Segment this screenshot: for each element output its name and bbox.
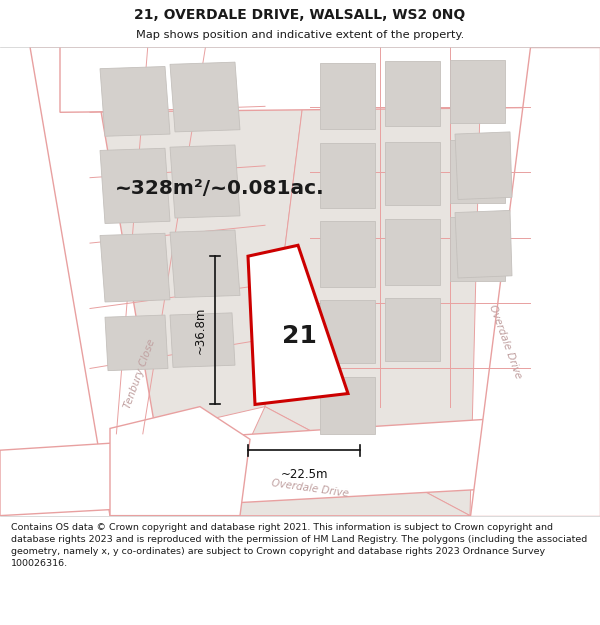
Text: ~328m²/~0.081ac.: ~328m²/~0.081ac. bbox=[115, 179, 325, 198]
Polygon shape bbox=[200, 407, 470, 516]
Polygon shape bbox=[90, 47, 310, 434]
Text: Tenbury Close: Tenbury Close bbox=[123, 338, 157, 410]
Polygon shape bbox=[385, 142, 440, 205]
Polygon shape bbox=[385, 61, 440, 126]
Text: Overdale Drive: Overdale Drive bbox=[271, 478, 349, 499]
Polygon shape bbox=[450, 60, 505, 123]
Polygon shape bbox=[470, 47, 600, 516]
Text: ~22.5m: ~22.5m bbox=[280, 468, 328, 481]
Polygon shape bbox=[100, 233, 170, 302]
Polygon shape bbox=[30, 47, 170, 516]
Polygon shape bbox=[100, 66, 170, 136]
Polygon shape bbox=[110, 407, 250, 516]
Text: Overdale Drive: Overdale Drive bbox=[487, 303, 523, 379]
Text: 21, OVERDALE DRIVE, WALSALL, WS2 0NQ: 21, OVERDALE DRIVE, WALSALL, WS2 0NQ bbox=[134, 8, 466, 22]
Polygon shape bbox=[0, 412, 600, 516]
Polygon shape bbox=[320, 300, 375, 363]
Polygon shape bbox=[385, 298, 440, 361]
Polygon shape bbox=[320, 377, 375, 434]
Polygon shape bbox=[170, 230, 240, 298]
Text: 21: 21 bbox=[282, 324, 317, 348]
Text: ~36.8m: ~36.8m bbox=[194, 307, 207, 354]
Polygon shape bbox=[450, 217, 505, 281]
Polygon shape bbox=[320, 63, 375, 129]
Polygon shape bbox=[170, 62, 240, 132]
Polygon shape bbox=[105, 315, 168, 371]
Polygon shape bbox=[60, 47, 600, 112]
Text: Contains OS data © Crown copyright and database right 2021. This information is : Contains OS data © Crown copyright and d… bbox=[11, 523, 587, 568]
Polygon shape bbox=[265, 47, 530, 516]
Polygon shape bbox=[455, 132, 512, 199]
Polygon shape bbox=[385, 219, 440, 284]
Polygon shape bbox=[320, 142, 375, 208]
Polygon shape bbox=[450, 139, 505, 202]
Polygon shape bbox=[170, 145, 240, 218]
Text: Map shows position and indicative extent of the property.: Map shows position and indicative extent… bbox=[136, 30, 464, 40]
Polygon shape bbox=[455, 211, 512, 278]
Polygon shape bbox=[320, 221, 375, 287]
Polygon shape bbox=[248, 245, 348, 404]
Polygon shape bbox=[170, 313, 235, 368]
Polygon shape bbox=[100, 148, 170, 224]
